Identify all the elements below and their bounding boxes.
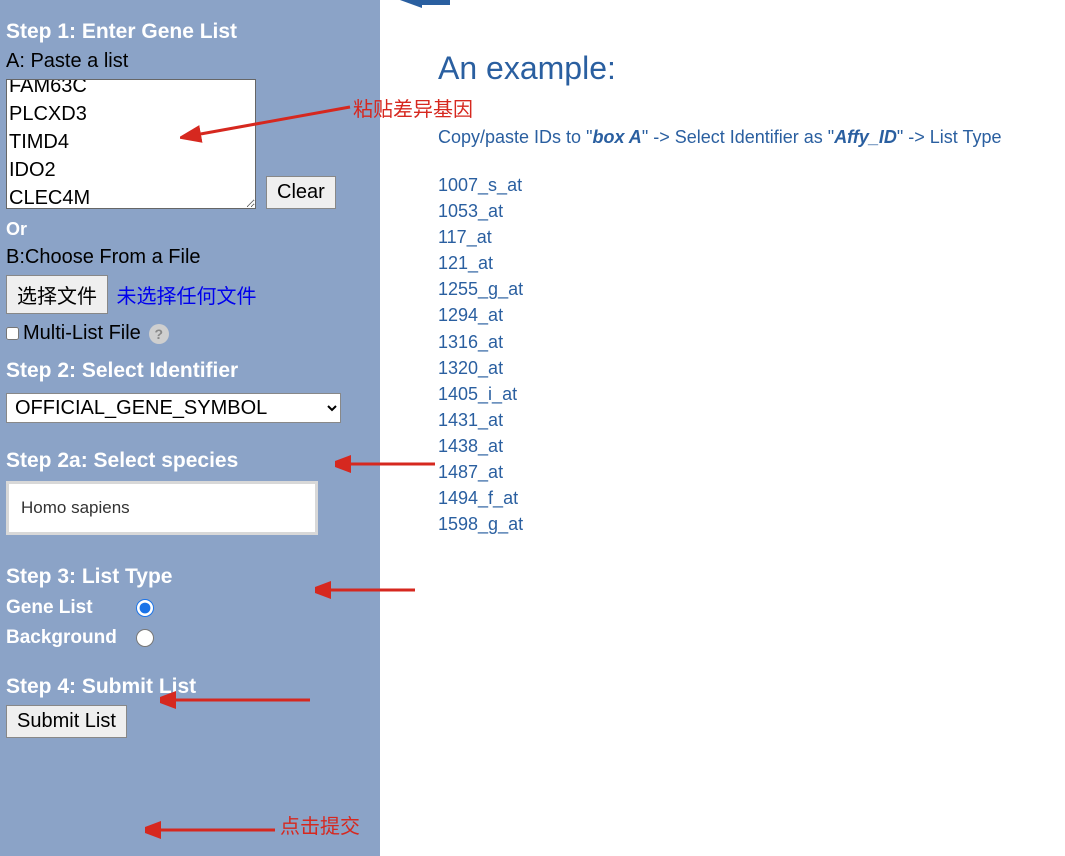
submit-list-button[interactable]: Submit List bbox=[6, 705, 127, 738]
example-id: 117_at bbox=[438, 224, 1065, 250]
example-id: 1294_at bbox=[438, 302, 1065, 328]
step4-heading: Step 4: Submit List bbox=[6, 675, 374, 699]
step1-heading: Step 1: Enter Gene List bbox=[6, 20, 374, 44]
file-status-text: 未选择任何文件 bbox=[116, 286, 256, 308]
example-id: 1320_at bbox=[438, 355, 1065, 381]
example-id: 1431_at bbox=[438, 407, 1065, 433]
choose-file-button[interactable]: 选择文件 bbox=[6, 275, 108, 314]
example-id: 1053_at bbox=[438, 198, 1065, 224]
example-id: 1007_s_at bbox=[438, 172, 1065, 198]
help-icon[interactable]: ? bbox=[149, 324, 169, 344]
gene-list-radio-label: Gene List bbox=[6, 597, 136, 619]
example-id: 1316_at bbox=[438, 329, 1065, 355]
example-id: 121_at bbox=[438, 250, 1065, 276]
example-id: 1494_f_at bbox=[438, 485, 1065, 511]
step3-heading: Step 3: List Type bbox=[6, 565, 374, 589]
example-id: 1487_at bbox=[438, 459, 1065, 485]
species-input[interactable]: Homo sapiens bbox=[6, 481, 318, 535]
example-id-list: 1007_s_at1053_at117_at121_at1255_g_at129… bbox=[438, 172, 1065, 537]
example-id: 1255_g_at bbox=[438, 276, 1065, 302]
step2a-heading: Step 2a: Select species bbox=[6, 449, 374, 473]
annotation-label-paste: 粘贴差异基因 bbox=[353, 93, 473, 122]
gene-list-radio[interactable] bbox=[136, 599, 154, 617]
background-radio[interactable] bbox=[136, 629, 154, 647]
identifier-select[interactable]: OFFICIAL_GENE_SYMBOL bbox=[6, 393, 341, 423]
big-blue-arrow-icon bbox=[400, 0, 450, 12]
background-radio-label: Background bbox=[6, 627, 136, 649]
example-id: 1598_g_at bbox=[438, 511, 1065, 537]
annotation-label-submit: 点击提交 bbox=[280, 810, 360, 839]
instruction-text: Copy/paste IDs to "box A" -> Select Iden… bbox=[438, 127, 1065, 148]
step1-sublabel-b: B:Choose From a File bbox=[6, 246, 374, 269]
or-label: Or bbox=[6, 219, 374, 240]
multilist-label: Multi-List File bbox=[23, 322, 141, 345]
step2-heading: Step 2: Select Identifier bbox=[6, 359, 374, 383]
left-panel: Step 1: Enter Gene List A: Paste a list … bbox=[0, 0, 380, 856]
example-id: 1405_i_at bbox=[438, 381, 1065, 407]
right-panel: An example: Copy/paste IDs to "box A" ->… bbox=[380, 0, 1065, 856]
multilist-checkbox[interactable] bbox=[6, 327, 19, 340]
step1-sublabel-a: A: Paste a list bbox=[6, 50, 374, 73]
clear-button[interactable]: Clear bbox=[266, 176, 336, 209]
gene-list-textarea[interactable] bbox=[6, 79, 256, 209]
example-heading: An example: bbox=[438, 50, 1065, 87]
example-id: 1438_at bbox=[438, 433, 1065, 459]
